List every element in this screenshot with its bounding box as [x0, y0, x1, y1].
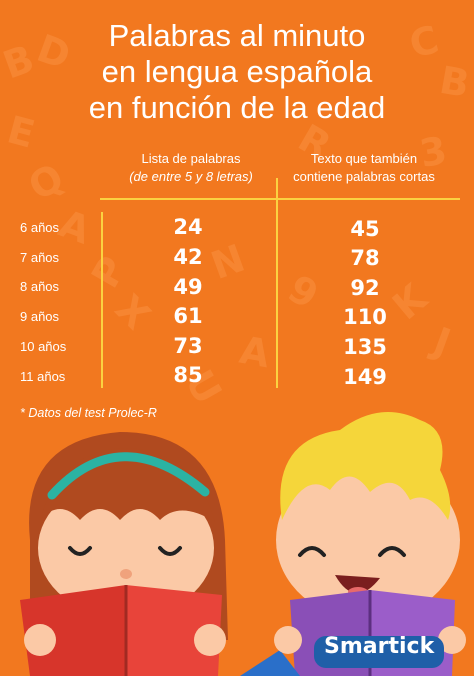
column-header-word-list: Lista de palabras (de entre 5 y 8 letras…	[112, 150, 270, 186]
title-line-1: Palabras al minuto	[108, 18, 366, 53]
table-row-label-divider	[101, 212, 103, 388]
row-value-text: 135	[343, 335, 387, 359]
column-header-word-list-line1: Lista de palabras	[141, 151, 241, 166]
row-age: 7 años	[20, 250, 60, 265]
footnote: * Datos del test Prolec-R	[20, 406, 157, 420]
row-value-list: 24	[173, 215, 203, 239]
row-value-text: 78	[350, 246, 380, 270]
smartick-logo-text: Smartick	[324, 634, 435, 659]
logo-badge	[314, 636, 444, 668]
table-column-divider	[276, 178, 278, 388]
row-value-text: 110	[343, 305, 387, 329]
row-value-list: 85	[173, 363, 203, 387]
column-header-text-line1: Texto que también	[310, 151, 418, 166]
row-age: 10 años	[20, 339, 67, 354]
row-value-text: 45	[350, 217, 380, 241]
row-value-text: 92	[350, 276, 380, 300]
row-value-list: 49	[173, 275, 203, 299]
column-header-text: Texto que también contiene palabras cort…	[274, 150, 454, 186]
row-age: 6 años	[20, 220, 60, 235]
row-value-list: 42	[173, 245, 203, 269]
row-value-list: 73	[173, 334, 203, 358]
row-value-text: 149	[343, 365, 387, 389]
row-age: 8 años	[20, 279, 60, 294]
column-header-text-line2: contiene palabras cortas	[293, 169, 435, 184]
row-age: 11 años	[20, 369, 66, 384]
row-value-list: 61	[173, 304, 203, 328]
girl-illustration	[20, 432, 228, 676]
table-header-divider	[100, 198, 460, 200]
smartick-logo[interactable]: Smartick	[316, 630, 444, 666]
column-header-word-list-line2: (de entre 5 y 8 letras)	[129, 169, 253, 184]
title-line-2: en lengua española	[101, 54, 373, 89]
row-age: 9 años	[20, 309, 60, 324]
title-line-3: en función de la edad	[88, 90, 386, 125]
page-title: Palabras al minuto en lengua española en…	[0, 18, 474, 126]
